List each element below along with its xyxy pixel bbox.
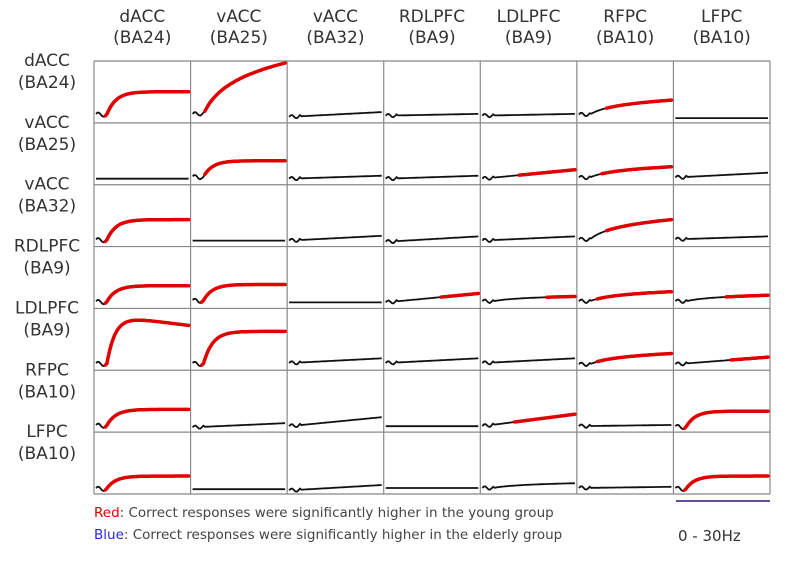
- cell-curve-significant: [595, 351, 674, 364]
- cell-curve: [95, 90, 189, 118]
- legend-red: Red: Correct responses were significantl…: [94, 505, 554, 521]
- cell-curve: [95, 218, 189, 244]
- cell-curve: [385, 174, 479, 182]
- cell-curve: [288, 174, 382, 182]
- row-label: (BA10): [18, 382, 76, 402]
- row-label: (BA32): [18, 197, 76, 217]
- cell-curve: [481, 357, 575, 366]
- column-label: (BA10): [596, 28, 654, 48]
- row-label: (BA9): [23, 320, 70, 340]
- cell-curve-significant: [203, 159, 287, 177]
- cell-curve-significant: [103, 407, 191, 429]
- cell-curve-significant: [103, 474, 191, 492]
- cell-curve: [288, 416, 382, 429]
- cell-curve-significant: [595, 289, 674, 301]
- column-label: vACC: [313, 7, 358, 27]
- column-label: dACC: [119, 7, 165, 27]
- cell-curve-significant: [600, 165, 674, 176]
- legend-red-word: Red: [94, 505, 120, 521]
- column-label: RFPC: [603, 7, 647, 27]
- cell-curve-significant: [604, 217, 674, 233]
- row-label: (BA9): [23, 259, 70, 279]
- cell-curve-significant: [103, 283, 191, 305]
- cell-curve: [674, 171, 769, 180]
- cell-curve-significant: [729, 355, 770, 362]
- legend-blue: Blue: Correct responses were significant…: [94, 527, 562, 543]
- column-label: (BA9): [505, 28, 552, 48]
- column-label: vACC: [216, 7, 261, 27]
- column-label: (BA9): [408, 28, 455, 48]
- row-label: LFPC: [26, 422, 67, 442]
- cell-curve: [385, 235, 479, 245]
- cell-curve: [191, 422, 286, 430]
- cell-curve-significant: [200, 329, 287, 367]
- row-label: vACC: [24, 175, 69, 195]
- cell-curve-significant: [682, 474, 770, 492]
- row-label: (BA10): [18, 444, 76, 464]
- cell-curve: [481, 235, 575, 243]
- column-label: LFPC: [701, 7, 742, 27]
- cell-curve-significant: [203, 61, 287, 113]
- row-label: RFPC: [25, 360, 69, 380]
- column-label: (BA25): [210, 28, 268, 48]
- cell-curve-significant: [439, 291, 481, 299]
- scale-bar: [676, 500, 770, 502]
- cell-curve-significant: [103, 217, 191, 244]
- cell-curve-significant: [604, 98, 674, 110]
- row-label: vACC: [24, 113, 69, 133]
- legend-blue-word: Blue: [94, 527, 124, 543]
- cell-curve-significant: [724, 293, 770, 299]
- cell-curve-significant: [682, 409, 770, 430]
- cell-curve-significant: [103, 89, 191, 118]
- row-label: (BA25): [18, 135, 76, 155]
- cell-curve: [481, 482, 575, 491]
- cell-curve: [385, 357, 479, 366]
- cell-curve: [288, 484, 382, 493]
- cell-curve-significant: [200, 282, 287, 304]
- cell-curve-significant: [512, 412, 577, 424]
- cell-curve: [481, 113, 575, 119]
- cell-curve: [288, 111, 382, 120]
- row-label: dACC: [24, 51, 70, 71]
- column-label: (BA24): [113, 28, 171, 48]
- cell-curve-significant: [103, 318, 191, 367]
- cell-curve-significant: [517, 168, 577, 177]
- column-label: (BA32): [306, 28, 364, 48]
- cell-curve: [674, 235, 768, 242]
- cell-curve: [578, 423, 672, 429]
- column-label: LDLPFC: [497, 7, 561, 27]
- cell-curve-significant: [545, 294, 577, 299]
- cell-curve: [385, 113, 479, 119]
- cell-curve: [288, 357, 382, 366]
- row-label: RDLPFC: [14, 237, 80, 257]
- legend-red-text: : Correct responses were significantly h…: [119, 505, 554, 521]
- column-label: RDLPFC: [399, 7, 465, 27]
- legend-blue-text: : Correct responses were significantly h…: [123, 527, 563, 543]
- row-label: LDLPFC: [15, 298, 79, 318]
- row-label: (BA24): [18, 73, 76, 93]
- cell-curve: [192, 330, 286, 368]
- cell-curve: [578, 485, 672, 491]
- cell-curve: [288, 234, 382, 243]
- column-label: (BA10): [693, 28, 751, 48]
- scale-label: 0 - 30Hz: [678, 527, 741, 545]
